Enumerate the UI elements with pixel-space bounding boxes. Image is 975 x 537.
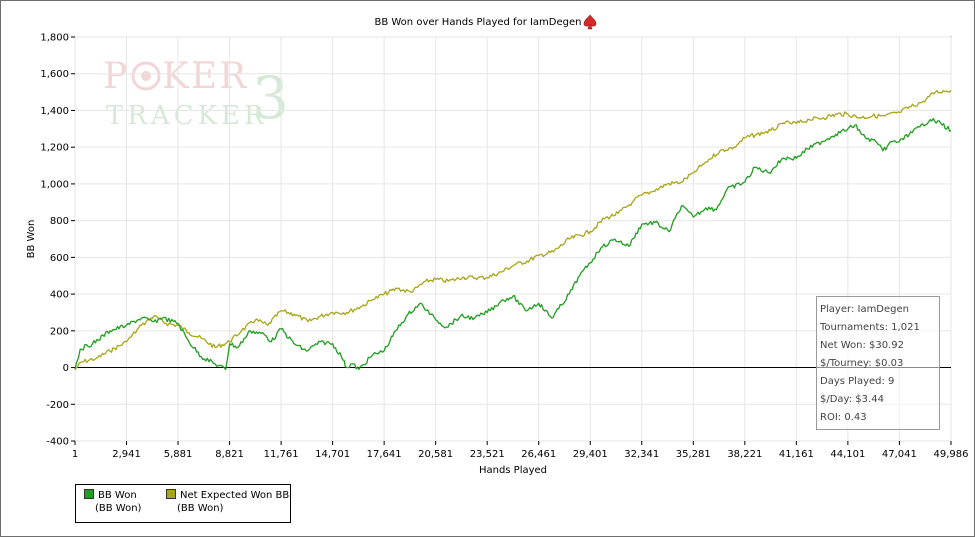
stat-net-won: Net Won: $30.92 — [820, 340, 905, 351]
svg-text:TRACKER: TRACKER — [106, 101, 268, 131]
series-line-bb-won — [74, 117, 952, 371]
x-tick-label: 26,461 — [521, 449, 556, 460]
y-tick-label: 800 — [50, 216, 69, 227]
stat-roi: ROI: 0.43 — [820, 412, 867, 423]
chart-title: BB Won over Hands Played for IamDegen — [374, 17, 581, 28]
x-tick-label: 44,101 — [830, 449, 865, 460]
y-tick-label: 1,600 — [40, 69, 69, 80]
x-tick-label: 35,281 — [676, 449, 711, 460]
x-tick-label: 29,401 — [573, 449, 608, 460]
stat-per-day: $/Day: $3.44 — [820, 394, 884, 405]
x-tick-label: 41,161 — [779, 449, 814, 460]
y-tick-label: 400 — [50, 290, 69, 301]
svg-text:KER: KER — [162, 56, 248, 97]
stat-per-tourney: $/Tourney: $0.03 — [820, 358, 904, 369]
x-tick-label: 5,881 — [164, 449, 193, 460]
x-tick-label: 32,341 — [624, 449, 659, 460]
x-tick-label: 8,821 — [215, 449, 244, 460]
svg-text:3: 3 — [252, 64, 289, 132]
legend-item-net-expected: Net Expected Won BB (BB Won) — [166, 489, 289, 515]
legend: BB Won (BB Won) Net Expected Won BB (BB … — [75, 484, 291, 523]
y-axis-label: BB Won — [26, 220, 37, 259]
legend-item-bb-won: BB Won (BB Won) — [84, 489, 141, 515]
x-tick-label: 47,041 — [882, 449, 917, 460]
x-tick-label: 20,581 — [418, 449, 453, 460]
legend-label-bb-won: BB Won — [98, 490, 137, 501]
x-axis-ticks: 1 2,941 5,881 8,821 11,761 14,701 17,641 20,581… — [72, 441, 969, 460]
legend-sublabel-net-expected: (BB Won) — [177, 503, 224, 514]
x-axis-label: Hands Played — [479, 465, 547, 476]
y-tick-label: -400 — [46, 437, 69, 448]
y-tick-label: 1,400 — [40, 106, 69, 117]
series-layer — [74, 89, 952, 371]
y-tick-label: 200 — [50, 326, 69, 337]
player-stats-box: Player: IamDegen Tournaments: 1,021 Net … — [816, 296, 940, 430]
legend-swatch-net-expected — [166, 489, 176, 499]
x-tick-label: 17,641 — [367, 449, 402, 460]
y-tick-label: 1,200 — [40, 143, 69, 154]
x-tick-label: 49,986 — [934, 449, 969, 460]
y-axis-ticks: -400 -200 0 200 400 600 800 1,000 1,200 1,400 1,60… — [40, 33, 75, 448]
stat-tournaments: Tournaments: 1,021 — [820, 322, 920, 333]
legend-sublabel-bb-won: (BB Won) — [95, 503, 142, 514]
legend-label-net-expected: Net Expected Won BB — [180, 490, 290, 501]
x-tick-label: 11,761 — [264, 449, 299, 460]
x-tick-label: 1 — [72, 449, 78, 460]
svg-text:P: P — [103, 56, 129, 97]
y-tick-label: 1,800 — [40, 33, 69, 44]
x-tick-label: 38,221 — [727, 449, 762, 460]
stat-player: Player: IamDegen — [820, 304, 909, 315]
y-tick-label: -200 — [46, 400, 69, 411]
y-tick-label: 0 — [63, 363, 69, 374]
stat-days-played: Days Played: 9 — [820, 376, 895, 387]
x-tick-label: 14,701 — [315, 449, 350, 460]
y-tick-label: 600 — [50, 253, 69, 264]
series-line-net-expected-won-bb — [74, 89, 952, 370]
legend-swatch-bb-won — [84, 489, 94, 499]
y-tick-label: 1,000 — [40, 179, 69, 190]
x-tick-label: 23,521 — [470, 449, 505, 460]
x-tick-label: 2,941 — [112, 449, 141, 460]
pokertracker-watermark-logo: P KER TRACKER 3 — [103, 56, 289, 132]
spade-icon — [583, 14, 597, 30]
